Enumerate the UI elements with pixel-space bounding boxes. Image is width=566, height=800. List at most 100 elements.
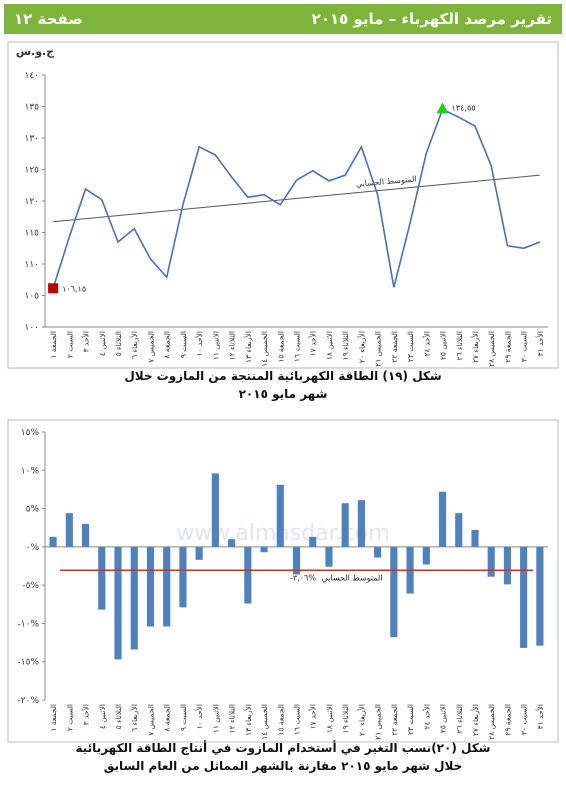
y-tick-label: ١٠٥ (24, 292, 39, 302)
bar (114, 546, 122, 660)
x-tick-label: الجمعة ٨ (163, 704, 172, 732)
x-tick-label: الاثنين ٤ (98, 704, 107, 729)
min-marker (48, 283, 59, 294)
x-tick-label: الاثنين ٢٥ (439, 331, 448, 360)
x-tick-label: الأحد ١٠ (194, 704, 204, 729)
chart-frame (7, 419, 559, 743)
x-tick-label: الجمعة ١٥ (276, 331, 285, 363)
y-tick-label: ١٥% (21, 428, 40, 438)
x-tick-label: الأحد ٣ (81, 704, 91, 725)
x-tick-label: الاثنين ١٨ (325, 331, 334, 360)
y-tick-label: -٥% (22, 581, 39, 591)
x-tick-label: الأحد ١٧ (308, 704, 318, 729)
caption: شكل (١٩) الطاقة الكهربائية المنتجة من ال… (124, 369, 441, 384)
max-marker (436, 102, 449, 114)
x-tick-label: الأربعاء ١٣ (243, 704, 253, 736)
bar (195, 546, 203, 560)
y-tick-label: ١١٥ (24, 229, 39, 239)
bar (49, 536, 57, 547)
x-tick-label: الأربعاء ٢٠ (356, 704, 366, 736)
y-axis-label: ج.و.س (16, 45, 54, 59)
y-tick-label: ١٢٠ (24, 197, 39, 207)
x-tick-label: الأربعاء ٦ (129, 331, 139, 359)
x-tick-label: السبت ٩ (179, 331, 188, 358)
x-tick-label: الاثنين ١١ (211, 331, 220, 360)
bar (276, 484, 284, 547)
bar (211, 473, 219, 547)
x-tick-label: الثلاثاء ١٩ (341, 704, 350, 733)
bar (65, 513, 73, 547)
y-tick-label: ١٤٠ (24, 71, 39, 81)
header: تقرير مرصد الكهرباء – مايو ٢٠١٥ صفحة ١٢ (4, 4, 562, 34)
x-tick-label: الجمعة ١ (49, 704, 58, 732)
bar (471, 530, 479, 547)
bar (341, 503, 349, 547)
x-tick-label: الثلاثاء ١٢ (228, 331, 237, 360)
x-tick-label: الأحد ٣ (81, 331, 91, 352)
bar (260, 546, 268, 553)
x-tick-label: الأحد ١٠ (194, 331, 204, 356)
x-tick-label: الثلاثاء ٢٦ (455, 704, 464, 733)
caption: خلال شهر مايو ٢٠١٥ مقارنة بالشهر المماثل… (104, 759, 463, 774)
x-tick-label: الجمعة ١٥ (276, 704, 285, 736)
x-tick-label: الأربعاء ٢٧ (470, 331, 480, 363)
trend-label: المتوسط الحسابي (356, 174, 418, 188)
x-tick-label: الثلاثاء ٥ (114, 704, 123, 729)
x-tick-label: السبت ٢٣ (406, 331, 415, 362)
x-tick-label: الأحد ٣١ (535, 331, 545, 356)
bar (292, 546, 301, 575)
x-tick-label: الجمعة ٢٢ (390, 331, 399, 363)
bar (536, 546, 544, 646)
page-number: صفحة ١٢ (14, 10, 83, 28)
x-tick-label: الخميس ٧ (146, 704, 155, 736)
bar (520, 546, 528, 648)
bar (487, 546, 495, 577)
y-tick-label: -٢٠% (18, 696, 40, 706)
value-label: ١٣٤,٥٥ (452, 103, 476, 112)
x-tick-label: الجمعة ١ (49, 331, 58, 359)
header-title: تقرير مرصد الكهرباء – مايو ٢٠١٥ (311, 10, 552, 28)
x-tick-label: الثلاثاء ٥ (114, 331, 123, 356)
x-tick-label: الخميس ٢١ (374, 704, 383, 740)
caption: شهر مايو ٢٠١٥ (239, 387, 328, 402)
x-tick-label: الأربعاء ٢٧ (470, 704, 480, 736)
x-tick-label: الخميس ٢١ (374, 331, 383, 367)
x-tick-label: الجمعة ٢٩ (503, 331, 512, 363)
x-tick-label: الأحد ٢٤ (421, 331, 431, 356)
x-tick-label: السبت ٣٠ (520, 704, 529, 735)
bar (438, 491, 447, 547)
x-tick-label: الأربعاء ٢٠ (356, 331, 366, 363)
x-tick-label: السبت ٢ (65, 704, 74, 731)
bar (98, 546, 106, 610)
y-tick-label: ١٣٥ (24, 103, 39, 113)
x-tick-label: الخميس ١٤ (260, 331, 269, 367)
bar (357, 500, 365, 547)
x-tick-label: الأربعاء ٦ (129, 704, 139, 732)
bar (163, 546, 171, 627)
data-line (52, 108, 541, 289)
x-tick-label: السبت ١٦ (293, 331, 302, 362)
y-tick-label: -١٠% (18, 619, 40, 629)
mean-label: المتوسط الحسابي (322, 573, 383, 582)
x-tick-label: الجمعة ٢٩ (503, 704, 512, 736)
x-tick-label: الاثنين ١٨ (325, 704, 334, 733)
y-tick-label: ٥% (26, 505, 40, 515)
x-tick-label: الأحد ٢٤ (421, 704, 431, 729)
y-tick-label: -١٥% (18, 658, 40, 668)
bar (325, 546, 333, 567)
x-tick-label: الاثنين ١١ (211, 704, 220, 733)
x-tick-label: الثلاثاء ٢٦ (455, 331, 464, 360)
y-tick-label: ١٠٠ (24, 323, 39, 333)
bar (455, 513, 463, 547)
bar (374, 546, 382, 558)
x-tick-label: الثلاثاء ١٩ (341, 331, 350, 360)
y-tick-label: ١٠% (21, 466, 40, 476)
x-tick-label: الاثنين ٤ (98, 331, 107, 356)
mean-value-label: -٣,٠٦% (290, 573, 316, 582)
x-tick-label: السبت ١٦ (293, 704, 302, 735)
bar (179, 546, 187, 608)
bar (309, 536, 317, 547)
y-tick-label: ١٣٠ (24, 134, 39, 144)
